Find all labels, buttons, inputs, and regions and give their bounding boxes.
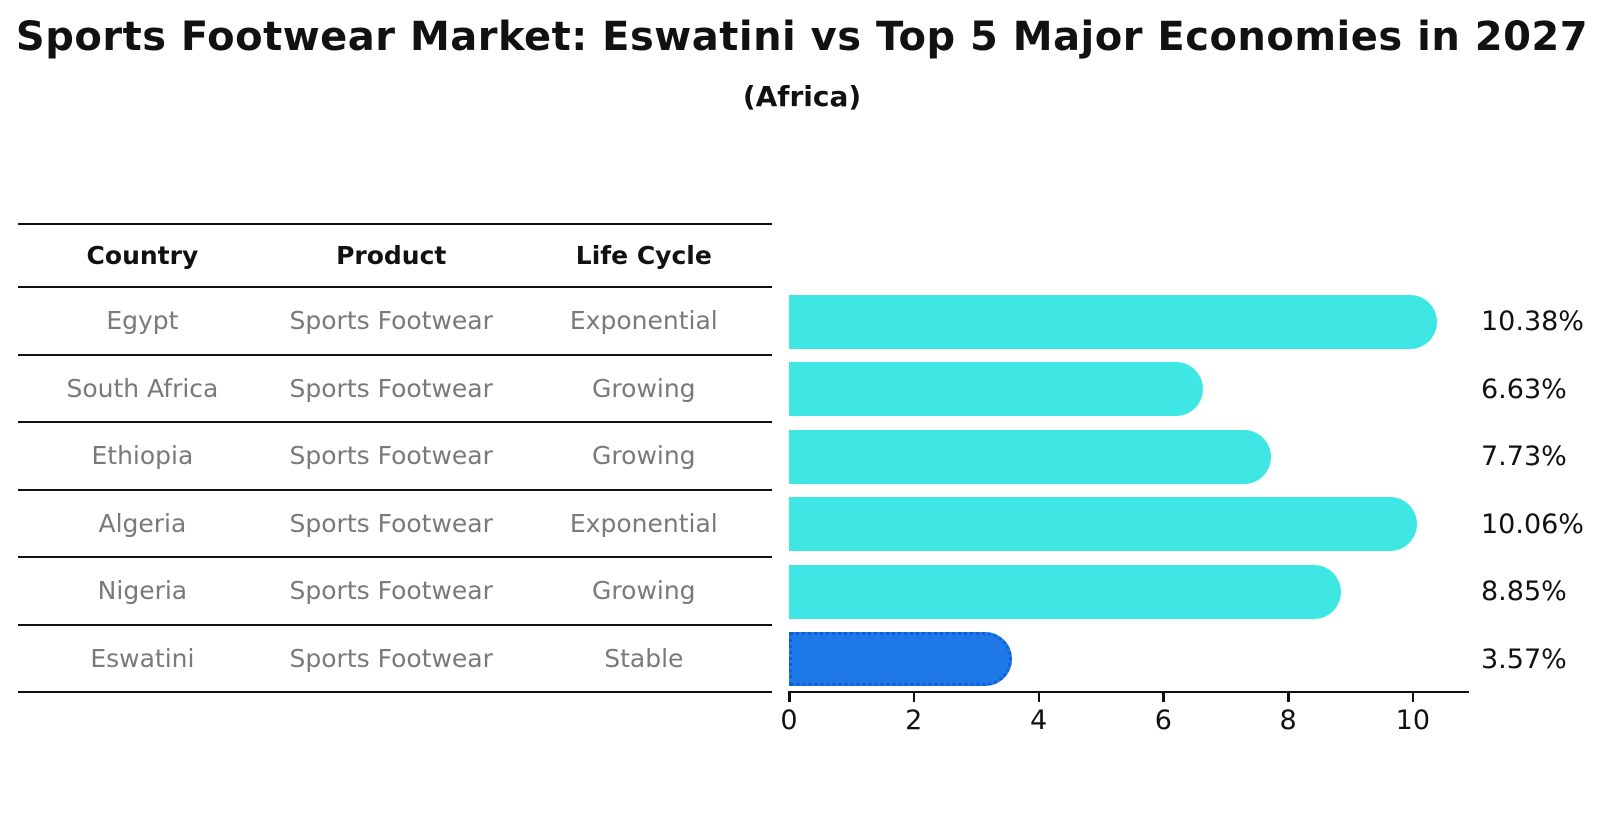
table-row: Egypt Sports Footwear Exponential xyxy=(18,288,772,356)
life-cycle-cell: Stable xyxy=(604,643,684,673)
x-axis-tick xyxy=(1037,691,1041,702)
life-cycle-cell: Growing xyxy=(592,441,696,471)
table-row-highlighted: Eswatini Sports Footwear Stable xyxy=(18,626,772,693)
x-axis-tick-label: 4 xyxy=(1029,705,1048,736)
bar-egypt xyxy=(789,294,1437,349)
country-cell: Egypt xyxy=(106,306,179,336)
product-cell: Sports Footwear xyxy=(289,441,493,471)
chart-title: Sports Footwear Market: Eswatini vs Top … xyxy=(15,14,1589,60)
product-cell: Sports Footwear xyxy=(289,576,493,606)
bar-value-label: 8.85% xyxy=(1481,576,1567,608)
bar-ethiopia xyxy=(789,429,1272,484)
life-cycle-cell: Exponential xyxy=(569,306,718,336)
country-cell: Eswatini xyxy=(90,643,195,673)
product-cell: Sports Footwear xyxy=(289,373,493,403)
country-cell: Nigeria xyxy=(97,576,188,606)
x-axis-tick-label: 8 xyxy=(1279,705,1297,736)
bar-value-label: 7.73% xyxy=(1481,441,1567,473)
table-header-row: Country Product Life Cycle xyxy=(18,223,772,288)
column-header-product: Product xyxy=(336,241,447,270)
product-cell: Sports Footwear xyxy=(289,643,493,673)
column-header-life-cycle: Life Cycle xyxy=(575,241,712,270)
bar-slot: 10.06% xyxy=(789,491,1584,559)
x-axis-tick xyxy=(1162,691,1165,702)
product-cell: Sports Footwear xyxy=(289,306,493,336)
x-axis-tick xyxy=(1287,691,1290,702)
bar-south-africa xyxy=(789,362,1203,416)
table-row: Algeria Sports Footwear Exponential xyxy=(18,491,772,558)
bar-algeria xyxy=(789,497,1417,551)
bar-slot: 6.63% xyxy=(789,356,1567,424)
life-cycle-cell: Exponential xyxy=(569,508,718,538)
country-cell: Algeria xyxy=(98,508,187,538)
x-axis-tick xyxy=(1411,691,1415,702)
bar-value-label: 6.63% xyxy=(1481,373,1567,405)
bar-eswatini-highlighted xyxy=(789,632,1012,686)
bar-slot: 7.73% xyxy=(789,423,1567,491)
x-axis-tick xyxy=(912,691,916,702)
bar-value-label: 10.06% xyxy=(1481,508,1584,540)
country-cell: Ethiopia xyxy=(91,441,194,471)
x-axis-tick-label: 10 xyxy=(1395,705,1431,736)
chart-subtitle: (Africa) xyxy=(742,80,862,113)
x-axis-tick-label: 6 xyxy=(1154,705,1172,736)
x-axis-tick-label: 2 xyxy=(905,705,923,736)
bar-slot: 3.57% xyxy=(789,626,1567,694)
bar-chart-plot: 10.38% 6.63% 7.73% 10.06% 8.85% 3.57% 0 xyxy=(780,288,1584,736)
x-axis-tick xyxy=(788,691,791,702)
table-row: Ethiopia Sports Footwear Growing xyxy=(18,423,772,491)
table-row: South Africa Sports Footwear Growing xyxy=(18,356,772,423)
column-header-country: Country xyxy=(86,241,199,270)
country-table: Country Product Life Cycle Egypt Sports … xyxy=(18,223,772,693)
bar-value-label: 10.38% xyxy=(1481,306,1584,338)
bar-nigeria xyxy=(789,564,1342,619)
country-cell: South Africa xyxy=(66,373,219,403)
x-axis-tick-label: 0 xyxy=(780,705,798,736)
life-cycle-cell: Growing xyxy=(592,576,696,606)
product-cell: Sports Footwear xyxy=(289,508,493,538)
bar-slot: 10.38% xyxy=(789,288,1584,356)
table-row: Nigeria Sports Footwear Growing xyxy=(18,558,772,626)
life-cycle-cell: Growing xyxy=(592,373,696,403)
bar-slot: 8.85% xyxy=(789,558,1567,626)
bar-value-label: 3.57% xyxy=(1481,643,1567,675)
